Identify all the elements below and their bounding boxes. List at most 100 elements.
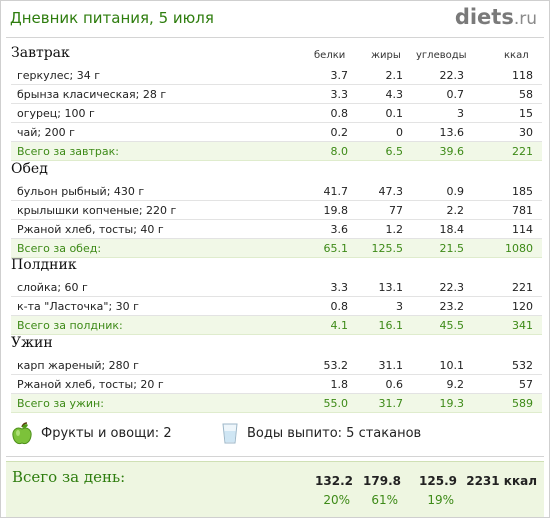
total-kcal: 1080 <box>505 242 533 255</box>
food-kcal: 532 <box>512 359 533 372</box>
food-row[interactable]: бульон рыбный; 430 г 41.7 47.3 0.9 185 <box>11 182 542 201</box>
food-kcal: 57 <box>519 378 533 391</box>
food-protein: 0.8 <box>330 300 349 313</box>
food-name: геркулес; 34 г <box>17 69 101 82</box>
food-fat: 2.1 <box>385 69 404 82</box>
food-name: чай; 200 г <box>17 126 75 139</box>
food-kcal: 781 <box>512 204 533 217</box>
food-fat: 0.6 <box>385 378 404 391</box>
meal-total-row: Всего за ужин: 55.0 31.7 19.3 589 <box>11 394 542 413</box>
food-kcal: 58 <box>519 88 533 101</box>
day-pct-protein: 20% <box>323 493 350 507</box>
food-kcal: 221 <box>512 281 533 294</box>
food-name: слойка; 60 г <box>17 281 88 294</box>
food-row[interactable]: брынза класическая; 28 г 3.3 4.3 0.7 58 <box>11 85 542 104</box>
food-carbs: 22.3 <box>439 281 465 294</box>
food-protein: 3.7 <box>330 69 349 82</box>
total-carbs: 39.6 <box>439 145 465 158</box>
total-protein: 65.1 <box>323 242 349 255</box>
food-row[interactable]: чай; 200 г 0.2 0 13.6 30 <box>11 123 542 142</box>
food-carbs: 10.1 <box>439 359 465 372</box>
food-row[interactable]: огурец; 100 г 0.8 0.1 3 15 <box>11 104 542 123</box>
food-protein: 3.3 <box>330 281 349 294</box>
total-fat: 125.5 <box>371 242 404 255</box>
food-carbs: 23.2 <box>439 300 465 313</box>
food-fat: 3 <box>396 300 403 313</box>
food-protein: 19.8 <box>323 204 349 217</box>
meal-section-title: Завтрак <box>11 45 70 61</box>
food-row[interactable]: геркулес; 34 г 3.7 2.1 22.3 118 <box>11 66 542 85</box>
food-carbs: 0.7 <box>446 88 465 101</box>
food-name: Ржаной хлеб, тосты; 20 г <box>17 378 164 391</box>
food-kcal: 185 <box>512 185 533 198</box>
total-carbs: 19.3 <box>439 397 465 410</box>
food-name: огурец; 100 г <box>17 107 95 120</box>
food-carbs: 18.4 <box>439 223 465 236</box>
food-name: крылышки копченые; 220 г <box>17 204 177 217</box>
total-kcal: 221 <box>512 145 533 158</box>
food-fat: 31.1 <box>378 359 404 372</box>
total-kcal: 589 <box>512 397 533 410</box>
food-carbs: 22.3 <box>439 69 465 82</box>
food-protein: 0.2 <box>330 126 349 139</box>
food-kcal: 114 <box>512 223 533 236</box>
food-row[interactable]: Ржаной хлеб, тосты; 20 г 1.8 0.6 9.2 57 <box>11 375 542 394</box>
meal-section-title: Полдник <box>11 257 77 273</box>
food-fat: 0.1 <box>385 107 404 120</box>
water-drunk-count: Воды выпито: 5 стаканов <box>247 426 422 441</box>
day-total-panel: Всего за день: 132.2 179.8 125.9 2231 кк… <box>6 461 544 517</box>
food-row[interactable]: к-та "Ласточка"; 30 г 0.8 3 23.2 120 <box>11 297 542 316</box>
food-protein: 1.8 <box>330 378 349 391</box>
logo-main: diets <box>454 5 514 29</box>
total-fat: 31.7 <box>378 397 404 410</box>
day-pct-carbs: 19% <box>427 493 454 507</box>
total-fat: 16.1 <box>378 319 404 332</box>
total-kcal: 341 <box>512 319 533 332</box>
food-protein: 41.7 <box>323 185 349 198</box>
food-fat: 1.2 <box>385 223 404 236</box>
green-apple-icon <box>11 422 33 450</box>
food-name: бульон рыбный; 430 г <box>17 185 145 198</box>
food-row[interactable]: карп жареный; 280 г 53.2 31.1 10.1 532 <box>11 356 542 375</box>
food-row[interactable]: слойка; 60 г 3.3 13.1 22.3 221 <box>11 278 542 297</box>
food-fat: 4.3 <box>385 88 404 101</box>
meal-section-title: Обед <box>11 161 48 177</box>
page-title: Дневник питания, 5 июля <box>10 9 214 27</box>
food-name: карп жареный; 280 г <box>17 359 139 372</box>
food-protein: 3.6 <box>330 223 349 236</box>
fruit-veg-count: Фрукты и овощи: 2 <box>41 426 172 441</box>
day-total-carbs: 125.9 <box>419 474 457 488</box>
col-head-kcal: ккал <box>504 50 529 61</box>
day-total-fat: 179.8 <box>363 474 401 488</box>
meal-total-label: Всего за обед: <box>17 242 102 255</box>
food-row[interactable]: крылышки копченые; 220 г 19.8 77 2.2 781 <box>11 201 542 220</box>
food-kcal: 15 <box>519 107 533 120</box>
header: Дневник питания, 5 июля diets.ru <box>1 1 549 37</box>
food-carbs: 9.2 <box>446 378 465 391</box>
food-name: брынза класическая; 28 г <box>17 88 167 101</box>
food-kcal: 120 <box>512 300 533 313</box>
footer-divider <box>6 456 544 457</box>
total-fat: 6.5 <box>385 145 404 158</box>
water-glass-icon <box>221 422 239 448</box>
food-name: к-та "Ласточка"; 30 г <box>17 300 139 313</box>
food-row[interactable]: Ржаной хлеб, тосты; 40 г 3.6 1.2 18.4 114 <box>11 220 542 239</box>
site-logo[interactable]: diets.ru <box>455 5 537 29</box>
day-pct-fat: 61% <box>371 493 398 507</box>
total-protein: 8.0 <box>330 145 349 158</box>
food-protein: 53.2 <box>323 359 349 372</box>
food-fat: 77 <box>389 204 403 217</box>
meal-total-label: Всего за полдник: <box>17 319 123 332</box>
total-carbs: 45.5 <box>439 319 465 332</box>
header-divider <box>6 37 544 38</box>
day-total-label: Всего за день: <box>12 468 126 486</box>
total-protein: 55.0 <box>323 397 349 410</box>
food-kcal: 118 <box>512 69 533 82</box>
total-carbs: 21.5 <box>439 242 465 255</box>
food-carbs: 2.2 <box>446 204 465 217</box>
food-protein: 0.8 <box>330 107 349 120</box>
food-carbs: 0.9 <box>446 185 465 198</box>
col-head-carbs: углеводы <box>416 50 467 61</box>
food-fat: 0 <box>396 126 403 139</box>
